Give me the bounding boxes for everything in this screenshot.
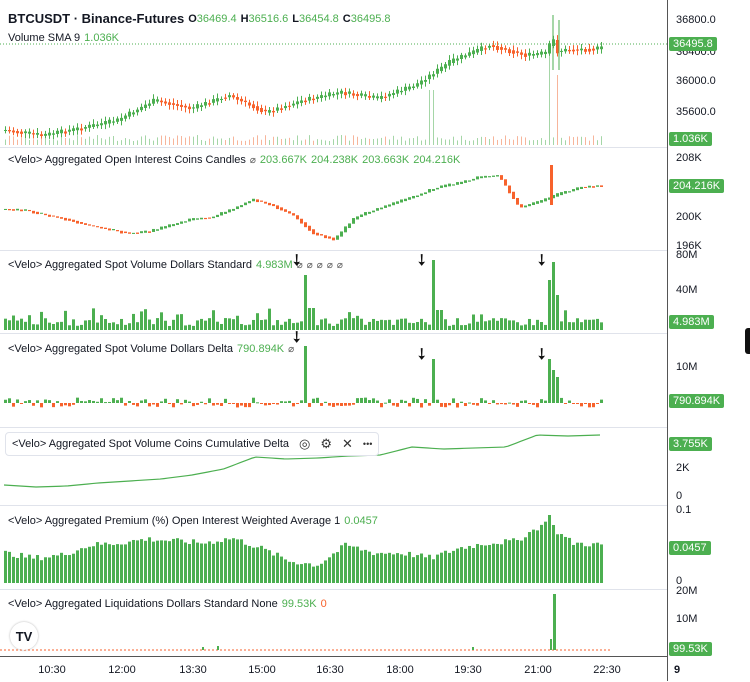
axis-tick: 36000.0	[676, 75, 716, 87]
spot-volume-badge: 4.983M	[669, 315, 714, 329]
time-axis[interactable]: 10:30 12:00 13:30 15:00 16:30 18:00 19:3…	[0, 656, 680, 682]
more-icon[interactable]: •••	[362, 439, 373, 449]
axis-tick: 0.1	[676, 504, 692, 516]
axis-tick: 0	[676, 575, 683, 587]
time-end-label: 9	[673, 664, 681, 676]
axis-tick: 40M	[676, 284, 698, 296]
open-value: 36469.4	[196, 12, 237, 25]
hidden-icon: ⌀	[336, 259, 343, 271]
cum-delta-pane[interactable]: <Velo> Aggregated Spot Volume Coins Cumu…	[0, 427, 667, 506]
time-label: 12:00	[108, 664, 136, 676]
close-value: 36495.8	[350, 12, 391, 25]
axis-tick: 35600.0	[676, 106, 716, 118]
side-panel-handle[interactable]	[745, 328, 750, 354]
hidden-icon: ⌀	[296, 259, 303, 271]
premium-pane[interactable]: <Velo> Aggregated Premium (%) Open Inter…	[0, 505, 667, 590]
eye-icon[interactable]: ◎	[299, 436, 311, 451]
liquidations-badge: 99.53K	[669, 642, 712, 656]
axis-tick: 36800.0	[676, 14, 716, 26]
volume-label[interactable]: Volume SMA 9	[8, 32, 81, 44]
chart-area[interactable]: BTCUSDT · Binance-Futures O 36469.4 H 3651…	[0, 0, 667, 656]
time-label: 21:00	[524, 664, 552, 676]
hidden-source-icon: ⌀	[249, 154, 256, 166]
time-label: 19:30	[454, 664, 482, 676]
time-label: 16:30	[316, 664, 344, 676]
axis-tick: 10M	[676, 361, 698, 373]
axis-tick: 10M	[676, 613, 698, 625]
open-interest-pane[interactable]: <Velo> Aggregated Open Interest Coins Ca…	[0, 147, 667, 251]
premium-badge: 0.0457	[669, 541, 711, 555]
axis-tick: 208K	[676, 152, 702, 164]
time-label: 10:30	[38, 664, 66, 676]
settings-icon[interactable]: ⚙	[320, 436, 333, 451]
price-candles	[0, 15, 667, 145]
hidden-icon: ⌀	[288, 343, 295, 355]
premium-title[interactable]: <Velo> Aggregated Premium (%) Open Inter…	[8, 515, 341, 527]
liquidation-bars	[0, 594, 610, 651]
axis-tick: 2K	[676, 462, 690, 474]
liquidations-pane[interactable]: <Velo> Aggregated Liquidations Dollars S…	[0, 589, 667, 656]
axis-tick: 80M	[676, 249, 698, 261]
spot-delta-bars	[4, 346, 603, 408]
cum-delta-line	[3, 434, 601, 488]
volume-badge: 1.036K	[669, 132, 712, 146]
volume-value: 1.036K	[84, 32, 120, 44]
axis-tick: 196K	[676, 240, 702, 252]
hidden-icon: ⌀	[316, 259, 323, 271]
spot-delta-legend: <Velo> Aggregated Spot Volume Dollars De…	[8, 343, 295, 355]
cum-delta-title[interactable]: <Velo> Aggregated Spot Volume Coins Cumu…	[12, 438, 290, 450]
tradingview-logo[interactable]: TV	[10, 622, 38, 650]
spot-volume-title[interactable]: <Velo> Aggregated Spot Volume Dollars St…	[8, 259, 253, 271]
hidden-icon: ⌀	[326, 259, 333, 271]
oi-legend: <Velo> Aggregated Open Interest Coins Ca…	[8, 154, 461, 166]
time-label: 18:00	[386, 664, 414, 676]
price-pane[interactable]: BTCUSDT · Binance-Futures O 36469.4 H 3651…	[0, 0, 667, 148]
spot-delta-badge: 790.894K	[669, 394, 725, 408]
cum-delta-legend[interactable]: <Velo> Aggregated Spot Volume Coins Cumu…	[5, 432, 380, 456]
spot-delta-title[interactable]: <Velo> Aggregated Spot Volume Dollars De…	[8, 343, 234, 355]
axis-tick: 20M	[676, 585, 698, 597]
spot-volume-legend: <Velo> Aggregated Spot Volume Dollars St…	[8, 259, 343, 271]
premium-legend: <Velo> Aggregated Premium (%) Open Inter…	[8, 515, 378, 527]
high-value: 36516.6	[248, 12, 289, 25]
liquidations-legend: <Velo> Aggregated Liquidations Dollars S…	[8, 598, 327, 610]
price-badge: 36495.8	[669, 37, 717, 51]
axis-tick: 200K	[676, 211, 702, 223]
premium-bars	[4, 515, 603, 583]
time-label: 13:30	[179, 664, 207, 676]
liquidations-title[interactable]: <Velo> Aggregated Liquidations Dollars S…	[8, 598, 278, 610]
oi-badge: 204.216K	[669, 179, 725, 193]
price-legend: BTCUSDT · Binance-Futures O 36469.4 H 3651…	[8, 11, 391, 26]
oi-title[interactable]: <Velo> Aggregated Open Interest Coins Ca…	[8, 154, 246, 166]
symbol-title[interactable]: BTCUSDT · Binance-Futures	[8, 11, 185, 26]
price-axis[interactable]: 36800.0 36400.0 36495.8 36000.0 35600.0 …	[667, 0, 750, 681]
spot-delta-pane[interactable]: <Velo> Aggregated Spot Volume Dollars De…	[0, 333, 667, 428]
close-icon[interactable]: ✕	[342, 436, 353, 451]
hidden-icon: ⌀	[306, 259, 313, 271]
cum-delta-badge: 3.755K	[669, 437, 712, 451]
time-label: 15:00	[248, 664, 276, 676]
axis-tick: 0	[676, 490, 683, 502]
low-value: 36454.8	[299, 12, 339, 25]
time-label: 22:30	[593, 664, 621, 676]
spot-volume-bars	[4, 260, 603, 330]
oi-candles	[4, 165, 603, 241]
volume-legend: Volume SMA 9 1.036K	[8, 32, 119, 44]
spot-volume-pane[interactable]: <Velo> Aggregated Spot Volume Dollars St…	[0, 250, 667, 334]
